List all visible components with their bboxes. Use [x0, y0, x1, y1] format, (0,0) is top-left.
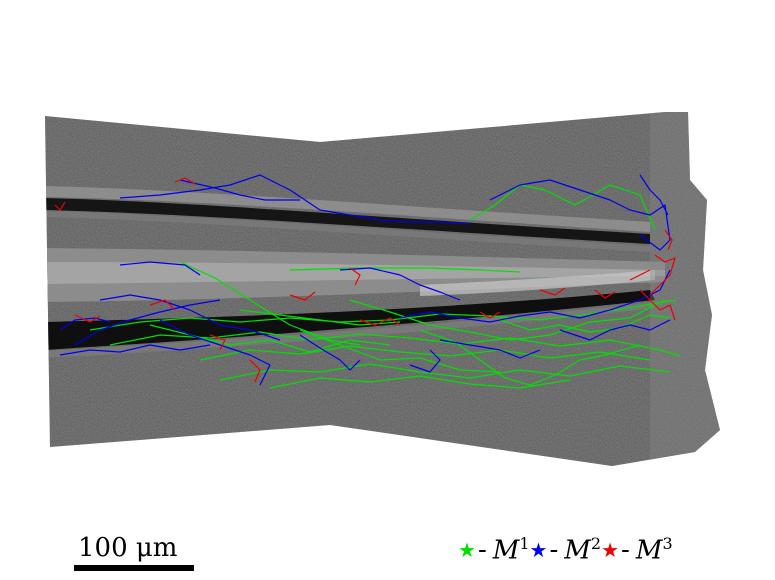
tissue-image — [45, 112, 720, 466]
trajectories-m3 — [54, 177, 676, 383]
legend-label-m2: M2 — [564, 534, 602, 566]
legend-label-m1: M1 — [492, 534, 530, 566]
legend-item-m3: ★ - M3 — [601, 534, 673, 566]
legend-item-m1: ★ - M1 — [458, 534, 530, 566]
scalebar-label: 100 μm — [78, 533, 178, 563]
legend-dash: - — [477, 535, 487, 565]
legend: ★ - M1 ★ - M2 ★ - M3 — [458, 530, 673, 570]
legend-dash: - — [621, 535, 630, 565]
legend-item-m2: ★ - M2 — [530, 534, 602, 566]
blue-star-icon: ★ — [529, 538, 548, 562]
trajectories — [54, 174, 681, 389]
legend-label-m3: M3 — [635, 534, 673, 566]
scalebar-line — [74, 565, 194, 571]
trajectories-m2 — [59, 174, 671, 386]
legend-dash: - — [549, 535, 559, 565]
green-star-icon: ★ — [458, 538, 476, 562]
red-star-icon: ★ — [601, 538, 620, 562]
